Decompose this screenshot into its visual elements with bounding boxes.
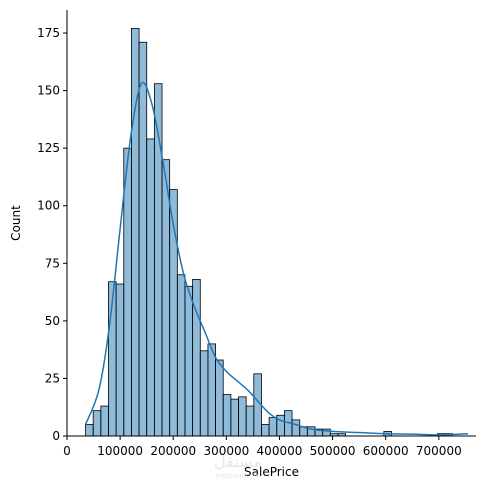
y-tick-label: 25 — [45, 371, 60, 385]
x-tick-label: 700000 — [416, 444, 462, 458]
y-tick-label: 0 — [52, 429, 60, 443]
y-tick-label: 100 — [37, 199, 60, 213]
y-tick-label: 75 — [45, 256, 60, 270]
histogram-bar — [146, 138, 155, 437]
histogram-bar — [161, 159, 171, 437]
y-tick-label: 150 — [37, 84, 60, 98]
x-axis-label: SalePrice — [244, 465, 299, 479]
watermark-logo-text: مستقل — [214, 452, 262, 471]
y-tick-label: 50 — [45, 314, 60, 328]
histogram-bars — [85, 28, 454, 437]
watermark-url-text: mostaql.com — [215, 472, 261, 480]
watermark: مستقل mostaql.com — [214, 452, 262, 480]
histogram-bar — [115, 283, 125, 437]
histogram-bar — [230, 398, 239, 437]
histogram-bar — [291, 419, 301, 437]
histogram-bar — [100, 405, 109, 437]
histogram-bar — [176, 274, 186, 437]
x-tick-label: 100000 — [97, 444, 143, 458]
histogram-bar — [245, 405, 255, 437]
histogram-bar — [138, 41, 148, 437]
histogram-bar — [268, 417, 278, 437]
histogram-bar — [215, 359, 224, 437]
kde-curve — [84, 81, 469, 436]
histogram-bar — [238, 396, 247, 437]
histogram-bar — [222, 394, 232, 437]
x-tick-label: 600000 — [363, 444, 409, 458]
x-tick-label: 0 — [63, 444, 71, 458]
histogram-bar — [131, 28, 140, 437]
y-tick-label: 175 — [37, 26, 60, 40]
histogram-bar — [184, 285, 194, 437]
histogram-bar — [192, 279, 201, 437]
histogram-bar — [261, 424, 270, 437]
x-tick-label: 500000 — [310, 444, 356, 458]
histogram-bar — [199, 350, 209, 437]
y-tick-label: 125 — [37, 141, 60, 155]
y-axis-ticks: 0 25 50 75 100 125 150 175 — [37, 26, 67, 443]
x-axis-ticks: 0 100000 200000 300000 400000 500000 600000 700… — [63, 436, 462, 458]
x-tick-label: 200000 — [150, 444, 196, 458]
histogram-bar — [92, 410, 102, 437]
x-tick-label: 300000 — [203, 444, 249, 458]
histogram-bar — [85, 424, 94, 437]
x-tick-label: 400000 — [257, 444, 303, 458]
y-axis-label: Count — [9, 205, 23, 241]
histogram-bar — [207, 343, 216, 437]
